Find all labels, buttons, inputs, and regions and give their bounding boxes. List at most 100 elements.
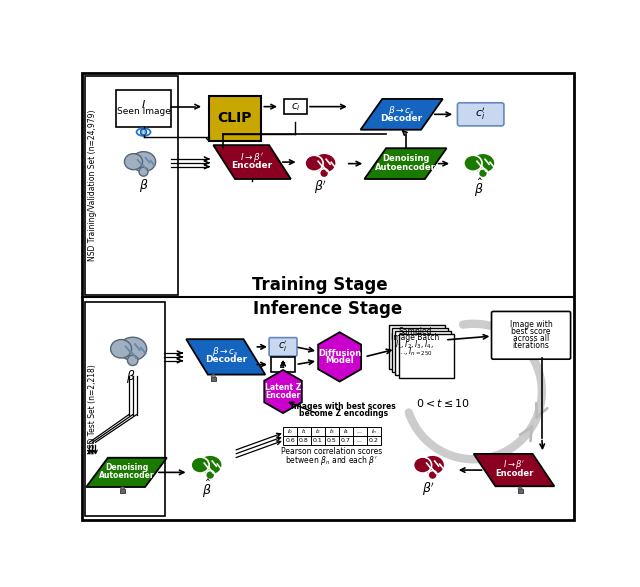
Ellipse shape <box>191 457 209 473</box>
Ellipse shape <box>136 128 150 136</box>
Text: Decoder: Decoder <box>381 114 422 123</box>
Ellipse shape <box>464 155 482 171</box>
Bar <box>311 436 325 446</box>
Text: $I_n$: $I_n$ <box>371 427 377 436</box>
Ellipse shape <box>131 151 156 171</box>
Text: $c_i$: $c_i$ <box>291 101 300 113</box>
Text: 0.2: 0.2 <box>369 438 379 443</box>
Ellipse shape <box>305 155 323 171</box>
Text: $c_i'$: $c_i'$ <box>278 339 288 354</box>
Ellipse shape <box>139 167 148 176</box>
Bar <box>120 490 125 493</box>
Ellipse shape <box>420 455 445 475</box>
Ellipse shape <box>127 355 138 366</box>
Bar <box>209 96 261 140</box>
Bar <box>283 436 297 446</box>
Bar <box>396 330 451 375</box>
Text: Model: Model <box>325 356 354 365</box>
Text: $I_2$: $I_2$ <box>315 427 321 436</box>
Text: Autoencoder: Autoencoder <box>99 471 154 480</box>
Bar <box>389 325 445 369</box>
Text: Encoder: Encoder <box>495 468 533 478</box>
Ellipse shape <box>413 457 431 473</box>
Text: $z$: $z$ <box>280 360 287 370</box>
Bar <box>518 490 523 493</box>
Bar <box>84 302 165 517</box>
FancyBboxPatch shape <box>492 312 571 359</box>
Text: Latent Z: Latent Z <box>265 383 301 392</box>
Text: Image Batch: Image Batch <box>390 333 439 342</box>
Ellipse shape <box>142 130 145 134</box>
Text: $I_3$: $I_3$ <box>329 427 335 436</box>
Text: $I_1$: $I_1$ <box>301 427 307 436</box>
Ellipse shape <box>140 129 147 135</box>
Text: 0.8: 0.8 <box>299 438 309 443</box>
Bar <box>297 427 311 436</box>
Bar <box>353 427 367 436</box>
Polygon shape <box>364 148 447 179</box>
Polygon shape <box>213 145 291 179</box>
Text: Image with: Image with <box>509 320 552 329</box>
Text: best score: best score <box>511 327 551 336</box>
Text: between $\hat{\beta}_n$ and each $\beta'$: between $\hat{\beta}_n$ and each $\beta'… <box>285 451 378 467</box>
Ellipse shape <box>198 455 222 475</box>
Polygon shape <box>186 339 265 375</box>
Ellipse shape <box>143 131 145 133</box>
Bar <box>325 427 339 436</box>
Text: $I$: $I$ <box>141 97 146 110</box>
Text: become Z encodings: become Z encodings <box>299 409 388 419</box>
Text: $I_4$: $I_4$ <box>342 427 349 436</box>
Text: $0 < t \leq 10$: $0 < t \leq 10$ <box>415 397 470 409</box>
Text: Images with best scores: Images with best scores <box>291 403 396 411</box>
Text: across all: across all <box>513 334 549 343</box>
Bar <box>353 436 367 446</box>
Text: $I \rightarrow \beta'$: $I \rightarrow \beta'$ <box>240 151 264 164</box>
Bar <box>367 427 381 436</box>
Bar <box>284 99 307 114</box>
Bar <box>297 436 311 446</box>
Text: Decoder: Decoder <box>205 356 247 365</box>
Bar <box>271 357 296 372</box>
Text: Training Stage: Training Stage <box>252 276 388 294</box>
Text: 0.7: 0.7 <box>341 438 351 443</box>
Bar <box>367 436 381 446</box>
Bar <box>116 90 172 127</box>
Ellipse shape <box>471 153 495 173</box>
FancyBboxPatch shape <box>269 338 297 356</box>
Text: $\beta \rightarrow c_s$: $\beta \rightarrow c_s$ <box>388 104 415 117</box>
Polygon shape <box>86 458 167 487</box>
Polygon shape <box>318 332 361 382</box>
Text: $c_i'$: $c_i'$ <box>476 106 486 122</box>
Text: ...: ... <box>356 438 363 443</box>
Bar <box>399 334 454 379</box>
Text: $\beta$: $\beta$ <box>139 177 148 194</box>
Text: Inference Stage: Inference Stage <box>253 300 403 318</box>
Bar <box>392 328 448 372</box>
Text: 0.5: 0.5 <box>327 438 337 443</box>
Bar <box>283 427 297 436</box>
Text: Encoder: Encoder <box>266 391 301 400</box>
Text: Seen Image: Seen Image <box>116 107 170 116</box>
Bar <box>84 76 178 295</box>
Ellipse shape <box>124 154 143 170</box>
Bar <box>311 427 325 436</box>
Bar <box>325 436 339 446</box>
Ellipse shape <box>479 168 488 178</box>
Polygon shape <box>474 454 554 486</box>
Text: NSD Test Set (n=2,218): NSD Test Set (n=2,218) <box>88 365 97 454</box>
Ellipse shape <box>319 168 329 178</box>
Text: $I \rightarrow \beta'$: $I \rightarrow \beta'$ <box>503 458 525 471</box>
Text: $\beta \rightarrow c_s$: $\beta \rightarrow c_s$ <box>212 345 239 358</box>
FancyBboxPatch shape <box>458 103 504 126</box>
Text: $I_1, I_2, I_3, I_4,$: $I_1, I_2, I_3, I_4,$ <box>396 338 435 351</box>
Ellipse shape <box>111 339 132 358</box>
Text: $\hat{\beta}$: $\hat{\beta}$ <box>202 478 211 500</box>
Text: Encoder: Encoder <box>232 161 273 170</box>
Text: iterations: iterations <box>513 341 550 350</box>
Bar <box>339 436 353 446</box>
Polygon shape <box>264 370 302 413</box>
Text: Sampled: Sampled <box>398 327 431 336</box>
Text: NSD Training/Validation Set (n=24,979): NSD Training/Validation Set (n=24,979) <box>88 109 97 261</box>
Text: ...: ... <box>356 429 363 434</box>
Text: $\beta'$: $\beta'$ <box>314 178 327 196</box>
